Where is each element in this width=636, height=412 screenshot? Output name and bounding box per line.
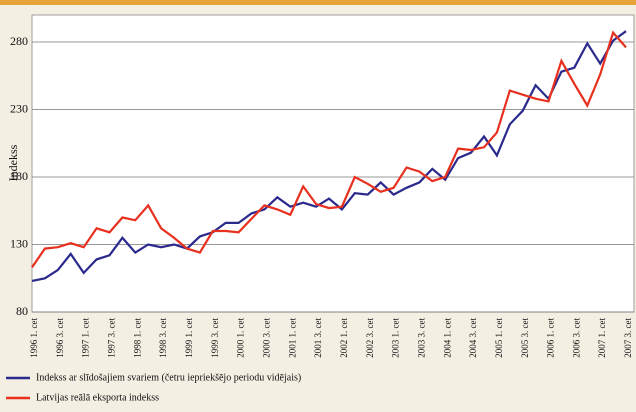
y-axis-title: Indekss: [6, 144, 20, 181]
x-tick-label: 2005 3. cet: [520, 318, 530, 358]
x-tick-label: 1998 1. cet: [132, 318, 142, 358]
x-tick-label: 1996 1. cet: [29, 318, 39, 358]
x-tick-label: 2003 3. cet: [416, 318, 426, 358]
legend-label: Indekss ar slīdošajiem svariem (četru ie…: [36, 372, 301, 383]
x-tick-label: 2002 3. cet: [365, 318, 375, 358]
x-tick-label: 2001 1. cet: [287, 318, 297, 358]
x-tick-label: 1998 3. cet: [158, 318, 168, 358]
x-tick-label: 2006 1. cet: [546, 318, 556, 358]
x-tick-label: 2002 1. cet: [339, 318, 349, 358]
x-tick-label: 2004 1. cet: [442, 318, 452, 358]
series-line: [31, 30, 627, 282]
x-tick-label: 2000 3. cet: [261, 318, 271, 358]
y-tick-label: 180: [10, 169, 28, 183]
top-strip: [0, 0, 636, 5]
series-line: [31, 30, 627, 269]
x-tick-label: 2006 3. cet: [571, 318, 581, 358]
x-tick-label: 2007 1. cet: [597, 318, 607, 358]
x-tick-label: 1999 1. cet: [184, 318, 194, 358]
x-tick-label: 2001 3. cet: [313, 318, 323, 358]
x-tick-label: 2003 1. cet: [391, 318, 401, 358]
x-tick-label: 1997 3. cet: [107, 318, 117, 358]
x-tick-label: 2000 1. cet: [236, 318, 246, 358]
x-tick-label: 2005 1. cet: [494, 318, 504, 358]
x-tick-label: 2007 3. cet: [623, 318, 633, 358]
x-tick-label: 2004 3. cet: [468, 318, 478, 358]
y-tick-label: 280: [10, 34, 28, 48]
legend-label: Latvijas reālā eksporta indekss: [36, 392, 159, 403]
y-tick-label: 80: [16, 304, 28, 318]
x-tick-label: 1999 3. cet: [210, 318, 220, 358]
x-tick-label: 1996 3. cet: [55, 318, 65, 358]
y-tick-label: 130: [10, 236, 28, 250]
y-tick-label: 230: [10, 101, 28, 115]
x-tick-label: 1997 1. cet: [81, 318, 91, 358]
plot-area: [31, 14, 635, 313]
